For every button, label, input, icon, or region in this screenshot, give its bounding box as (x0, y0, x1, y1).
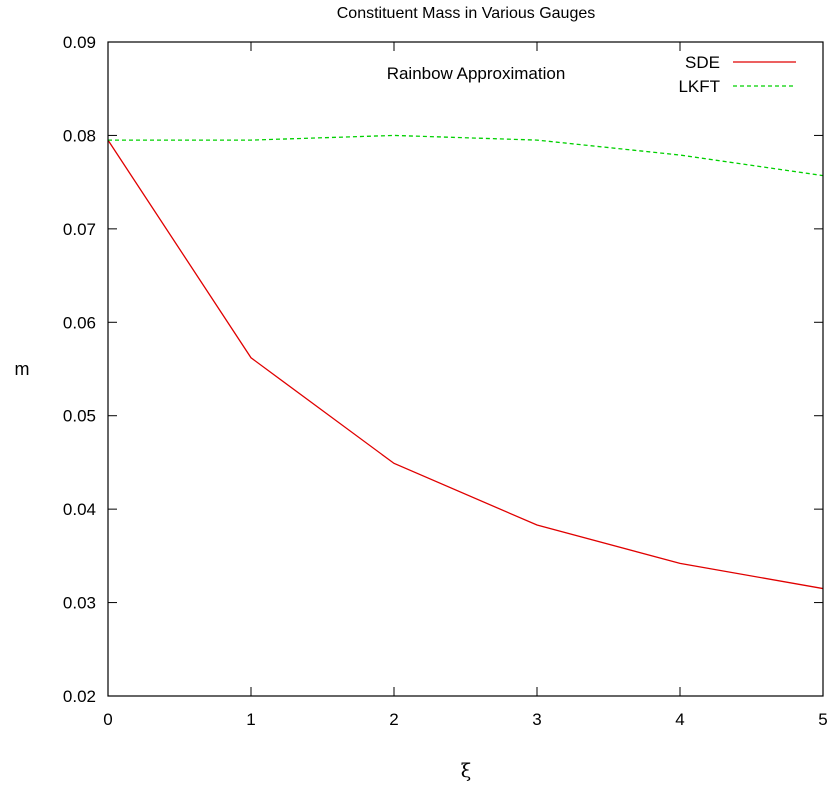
chart-annotation: Rainbow Approximation (387, 64, 566, 83)
y-axis-label: m (15, 359, 30, 379)
axis-ticks: 0 1 2 3 4 5 0.02 0.03 0.04 0.05 0.06 0.07 0.08 0.09 (63, 33, 828, 729)
y-tick-label: 0.02 (63, 687, 96, 706)
x-tick-label: 2 (389, 710, 398, 729)
y-tick-label: 0.05 (63, 407, 96, 426)
x-tick-label: 0 (103, 710, 112, 729)
x-tick-label: 4 (675, 710, 684, 729)
x-tick-label: 5 (818, 710, 827, 729)
chart-title: Constituent Mass in Various Gauges (337, 5, 596, 22)
x-tick-label: 1 (246, 710, 255, 729)
y-tick-label: 0.06 (63, 313, 96, 332)
y-tick-label: 0.04 (63, 500, 96, 519)
x-tick-label: 3 (532, 710, 541, 729)
series-line-sde (107, 139, 824, 590)
legend-label-sde: SDE (685, 53, 720, 72)
series-line-lkft (108, 134, 824, 177)
y-tick-label: 0.08 (63, 126, 96, 145)
plot-frame (107, 41, 824, 697)
y-tick-label: 0.09 (63, 33, 96, 52)
x-axis-label: ξ (461, 760, 471, 782)
series-lines (107, 134, 824, 590)
legend-label-lkft: LKFT (678, 77, 720, 96)
legend: SDE LKFT (678, 53, 796, 96)
y-tick-label: 0.03 (63, 594, 96, 613)
y-tick-label: 0.07 (63, 220, 96, 239)
